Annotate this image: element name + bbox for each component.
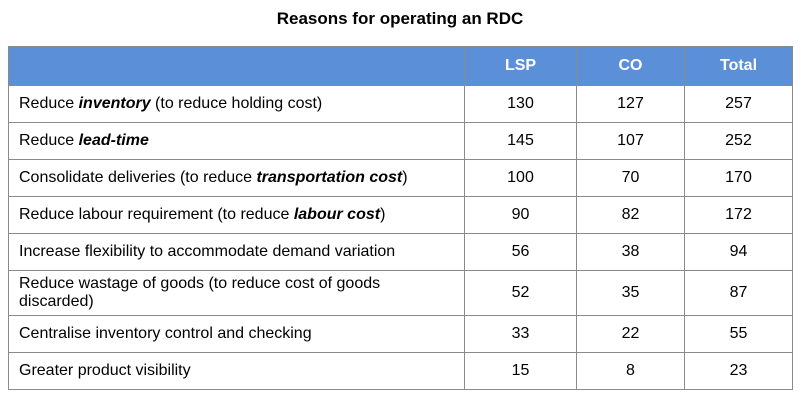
total-cell: 87: [684, 270, 793, 316]
header-reason: [8, 46, 465, 86]
co-cell: 82: [576, 196, 685, 234]
table-row: Increase flexibility to accommodate dema…: [8, 233, 793, 271]
lsp-cell: 90: [464, 196, 577, 234]
reason-text: Increase flexibility to accommodate dema…: [19, 243, 396, 260]
reason-text: Reduce labour requirement (to reduce: [19, 206, 294, 223]
table-row: Consolidate deliveries (to reduce transp…: [8, 159, 793, 197]
header-co: CO: [576, 46, 685, 86]
lsp-cell: 33: [464, 315, 577, 353]
rdc-reasons-table: LSP CO Total Reduce inventory (to reduce…: [8, 46, 793, 390]
reason-emphasis: inventory: [78, 95, 151, 112]
table-row: Reduce inventory (to reduce holding cost…: [8, 85, 793, 123]
reason-cell: Greater product visibility: [8, 352, 465, 390]
header-lsp: LSP: [464, 46, 577, 86]
table-row: Reduce labour requirement (to reduce lab…: [8, 196, 793, 234]
reason-cell: Reduce wastage of goods (to reduce cost …: [8, 270, 465, 316]
co-cell: 38: [576, 233, 685, 271]
table-title: Reasons for operating an RDC: [276, 9, 524, 28]
reason-text: Centralise inventory control and checkin…: [19, 325, 312, 342]
reason-cell: Reduce labour requirement (to reduce lab…: [8, 196, 465, 234]
reason-cell: Reduce inventory (to reduce holding cost…: [8, 85, 465, 123]
co-cell: 107: [576, 122, 685, 160]
lsp-cell: 145: [464, 122, 577, 160]
lsp-cell: 56: [464, 233, 577, 271]
reason-cell: Increase flexibility to accommodate dema…: [8, 233, 465, 271]
reason-cell: Consolidate deliveries (to reduce transp…: [8, 159, 465, 197]
reason-text: ): [380, 206, 386, 223]
table-row: Reduce lead-time 145 107 252: [8, 122, 793, 160]
co-cell: 127: [576, 85, 685, 123]
total-cell: 257: [684, 85, 793, 123]
co-cell: 35: [576, 270, 685, 316]
co-cell: 70: [576, 159, 685, 197]
co-cell: 22: [576, 315, 685, 353]
reason-text: ): [402, 169, 408, 186]
total-cell: 172: [684, 196, 793, 234]
lsp-cell: 100: [464, 159, 577, 197]
table-row: Greater product visibility 15 8 23: [8, 352, 793, 390]
reason-text: Reduce: [19, 132, 79, 149]
total-cell: 170: [684, 159, 793, 197]
lsp-cell: 52: [464, 270, 577, 316]
reason-text: Reduce: [19, 95, 79, 112]
table-body: Reduce inventory (to reduce holding cost…: [8, 85, 793, 390]
co-cell: 8: [576, 352, 685, 390]
header-total: Total: [684, 46, 793, 86]
header-row: LSP CO Total: [8, 46, 793, 86]
total-cell: 252: [684, 122, 793, 160]
lsp-cell: 15: [464, 352, 577, 390]
reason-emphasis: transportation cost: [256, 169, 403, 186]
total-cell: 23: [684, 352, 793, 390]
reason-text: Reduce wastage of goods (to reduce cost …: [19, 275, 381, 310]
reason-text: Consolidate deliveries (to reduce: [19, 169, 257, 186]
reason-emphasis: labour cost: [293, 206, 381, 223]
table-row: Centralise inventory control and checkin…: [8, 315, 793, 353]
reason-cell: Centralise inventory control and checkin…: [8, 315, 465, 353]
total-cell: 55: [684, 315, 793, 353]
reason-text: (to reduce holding cost): [150, 95, 323, 112]
total-cell: 94: [684, 233, 793, 271]
reason-cell: Reduce lead-time: [8, 122, 465, 160]
table-row: Reduce wastage of goods (to reduce cost …: [8, 270, 793, 316]
reason-text: Greater product visibility: [19, 362, 191, 379]
reason-emphasis: lead-time: [78, 132, 149, 149]
lsp-cell: 130: [464, 85, 577, 123]
